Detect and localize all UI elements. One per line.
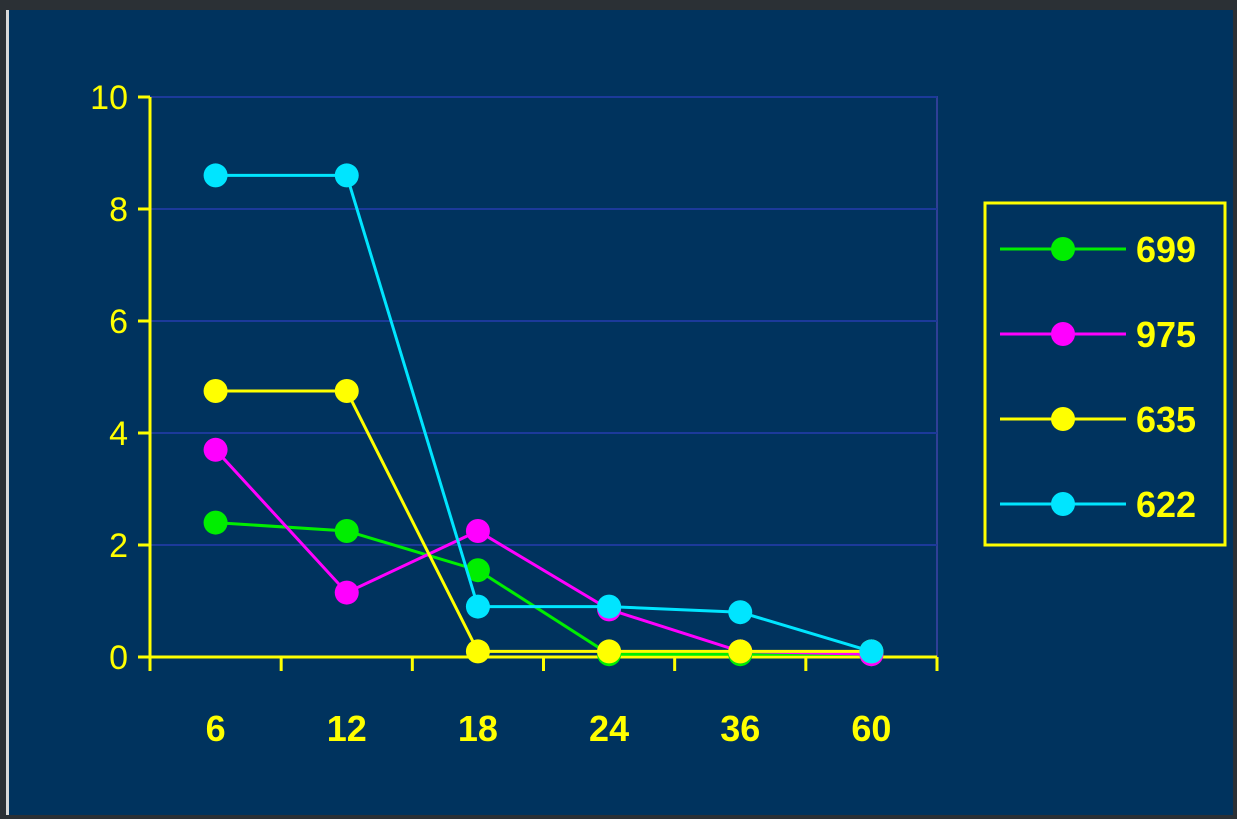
data-point-635 xyxy=(334,379,359,403)
legend-label-975: 975 xyxy=(1136,314,1196,355)
data-point-622 xyxy=(203,163,228,188)
series-line-699 xyxy=(215,521,872,656)
y-tick-label: 0 xyxy=(109,639,128,677)
y-tick-label: 8 xyxy=(109,191,128,229)
legend-marker-699 xyxy=(1051,237,1075,261)
legend-label-635: 635 xyxy=(1136,399,1196,440)
data-point-699 xyxy=(465,558,490,583)
data-point-622 xyxy=(597,594,622,619)
x-tick-label: 18 xyxy=(458,708,498,749)
chart-panel xyxy=(6,10,1233,815)
legend-marker-622 xyxy=(1051,492,1075,516)
data-point-975 xyxy=(334,580,359,605)
data-point-699 xyxy=(203,510,228,535)
data-point-635 xyxy=(203,379,228,403)
data-point-622 xyxy=(859,639,884,664)
data-point-699 xyxy=(334,519,359,543)
x-tick-label: 24 xyxy=(589,708,629,749)
legend-label-622: 622 xyxy=(1136,484,1196,525)
y-tick-label: 4 xyxy=(109,415,128,453)
data-point-622 xyxy=(465,594,490,619)
x-tick-label: 6 xyxy=(206,708,226,749)
series-line-622 xyxy=(215,173,872,653)
x-tick-label: 12 xyxy=(327,708,367,749)
plot-area-border xyxy=(149,96,938,658)
legend-box xyxy=(983,201,1227,547)
data-point-635 xyxy=(465,639,490,664)
legend-marker-975 xyxy=(1051,322,1075,346)
data-point-635 xyxy=(728,639,753,664)
data-point-622 xyxy=(334,163,359,188)
legend-label-699: 699 xyxy=(1136,229,1196,270)
series-line-635 xyxy=(215,389,872,653)
y-tick-label: 10 xyxy=(90,79,128,117)
y-tick-label: 2 xyxy=(109,527,128,565)
x-tick-label: 36 xyxy=(720,708,760,749)
data-point-975 xyxy=(203,437,228,462)
x-tick-label: 60 xyxy=(851,708,891,749)
legend-marker-635 xyxy=(1051,407,1075,431)
data-point-622 xyxy=(728,600,753,625)
y-tick-label: 6 xyxy=(109,303,128,341)
data-point-975 xyxy=(465,519,490,543)
data-point-635 xyxy=(597,639,622,664)
